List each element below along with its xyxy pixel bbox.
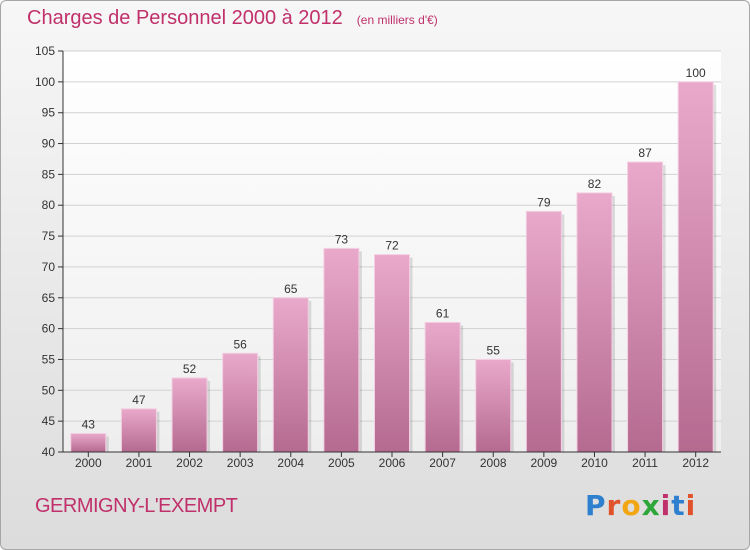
- y-tick-label: 85: [42, 167, 56, 181]
- bar: [374, 254, 410, 453]
- bar: [525, 210, 562, 453]
- x-tick-label: 2009: [530, 456, 557, 470]
- bar: [677, 81, 714, 453]
- x-tick-label: 2006: [379, 456, 406, 470]
- bar: [576, 192, 613, 453]
- y-tick-label: 95: [42, 106, 56, 120]
- x-tick-label: 2005: [328, 456, 355, 470]
- chart-title-text: Charges de Personnel 2000 à 2012: [27, 7, 343, 29]
- bar: [424, 321, 461, 453]
- bar: [222, 352, 259, 453]
- x-tick-label: 2003: [227, 456, 254, 470]
- bar-value-label: 100: [686, 66, 706, 80]
- x-tick-label: 2001: [126, 456, 153, 470]
- x-tick-label: 2012: [682, 456, 709, 470]
- bar-value-label: 47: [132, 393, 146, 407]
- commune-name: GERMIGNY-L'EXEMPT: [35, 495, 238, 517]
- y-tick-label: 105: [35, 44, 55, 58]
- y-tick-label: 80: [42, 198, 56, 212]
- x-tick-label: 2002: [176, 456, 203, 470]
- chart-subtitle: (en milliers d'€): [356, 13, 438, 27]
- proxiti-logo[interactable]: Proxiti: [585, 489, 697, 522]
- x-tick-label: 2011: [632, 456, 658, 470]
- y-tick-label: 55: [42, 352, 56, 366]
- bar-value-label: 73: [335, 232, 349, 246]
- y-tick-label: 65: [42, 291, 56, 305]
- y-tick-label: 90: [42, 137, 56, 151]
- x-tick-label: 2008: [480, 456, 507, 470]
- bar-value-label: 55: [487, 343, 501, 357]
- bar-value-label: 87: [638, 146, 652, 160]
- y-tick-label: 50: [42, 383, 56, 397]
- bar: [272, 297, 309, 453]
- x-tick-label: 2010: [581, 456, 608, 470]
- y-tick-label: 60: [42, 322, 56, 336]
- chart-title: Charges de Personnel 2000 à 2012 (en mill…: [27, 7, 438, 30]
- y-tick-label: 40: [42, 445, 56, 459]
- x-tick-label: 2000: [75, 456, 102, 470]
- x-tick-label: 2004: [277, 456, 304, 470]
- y-axis: 40 45 50 55 60 65 70 75 80 85 90 95 100 105: [35, 44, 64, 459]
- y-tick-label: 75: [42, 229, 56, 243]
- x-tick-label: 2007: [429, 456, 456, 470]
- bar-value-label: 43: [82, 417, 96, 431]
- bar-value-label: 61: [436, 306, 450, 320]
- bar: [70, 432, 107, 453]
- bar-value-label: 79: [537, 195, 551, 209]
- bar: [323, 247, 360, 453]
- bar: [627, 161, 664, 453]
- bar-value-label: 82: [588, 177, 602, 191]
- y-tick-label: 45: [42, 414, 56, 428]
- bar: [171, 377, 208, 453]
- y-tick-label: 70: [42, 260, 56, 274]
- bar-value-label: 72: [385, 239, 399, 253]
- bar: [120, 408, 157, 453]
- x-axis: 2000 2001 2002 2003 2004 2005 2006 2007 2008 2009…: [63, 451, 721, 470]
- bar-value-label: 52: [183, 362, 197, 376]
- bar: [475, 358, 512, 453]
- bars: 43 47 52 56 65 73 72 61 55 79 82 87 100: [70, 66, 717, 453]
- bar-value-label: 56: [233, 337, 247, 351]
- y-tick-label: 100: [35, 75, 55, 89]
- bar-value-label: 65: [284, 282, 298, 296]
